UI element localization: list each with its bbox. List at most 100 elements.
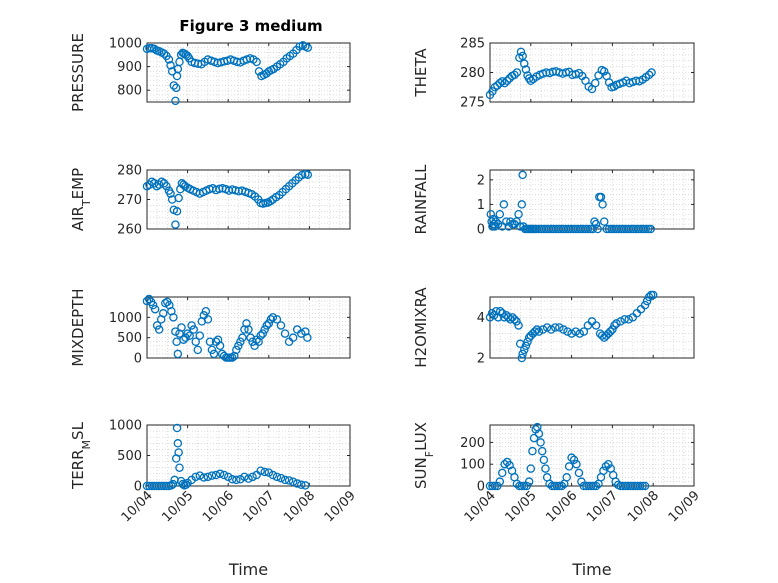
data-point: [599, 466, 608, 475]
data-point: [557, 481, 567, 491]
data-point: [495, 306, 505, 316]
figure-title: Figure 3 medium: [179, 17, 322, 35]
data-point: [244, 325, 253, 334]
data-point: [258, 329, 267, 338]
x-axis-label: Time: [228, 560, 268, 579]
data-point: [520, 345, 529, 355]
y-tick-label: 2: [477, 352, 485, 367]
y-tick-label: 100: [460, 458, 485, 473]
data-point: [303, 170, 313, 179]
axis-box: [146, 42, 351, 103]
data-point: [518, 170, 527, 180]
data-point: [238, 333, 247, 342]
y-tick-label: 275: [460, 96, 485, 111]
data-point: [150, 44, 159, 54]
data-point: [499, 200, 509, 209]
data-point: [240, 472, 249, 482]
data-point: [514, 209, 523, 219]
data-point: [268, 313, 278, 322]
y-tick-label: 0: [477, 480, 485, 495]
data-point: [604, 459, 613, 469]
data-point: [495, 78, 505, 88]
y-tick-label: 4: [477, 311, 485, 326]
data-point: [616, 317, 625, 326]
data-point: [148, 300, 158, 310]
data-point: [288, 477, 298, 486]
data-point: [280, 475, 290, 485]
data-point: [520, 59, 529, 68]
data-point: [512, 68, 522, 77]
data-point: [552, 481, 562, 491]
data-point: [516, 47, 526, 57]
series-markers: [485, 290, 658, 363]
data-point: [219, 351, 229, 361]
data-point: [624, 315, 633, 324]
y-tick-label: 200: [460, 436, 485, 451]
data-point: [497, 468, 507, 478]
data-point: [228, 353, 237, 362]
data-point: [493, 481, 502, 491]
data-point: [559, 325, 568, 334]
data-point: [502, 76, 512, 86]
data-point: [272, 472, 282, 482]
data-point: [490, 83, 500, 92]
data-point: [534, 327, 544, 336]
data-point: [256, 466, 265, 475]
data-point: [538, 325, 548, 334]
y-tick-label: 260: [117, 223, 142, 238]
data-point: [542, 323, 552, 332]
data-point: [518, 349, 527, 359]
data-point: [205, 337, 215, 346]
data-point: [276, 321, 286, 330]
subplot-pressure: 800 900 1000 PRESSURE: [69, 33, 351, 112]
data-point: [488, 481, 497, 491]
data-point: [166, 189, 175, 198]
data-point: [598, 200, 607, 209]
data-point: [640, 481, 650, 491]
data-point: [635, 481, 645, 491]
data-point: [228, 475, 237, 484]
data-point: [199, 473, 209, 482]
y-tick-label: 500: [117, 449, 142, 464]
data-point: [207, 345, 217, 355]
data-point: [512, 479, 522, 489]
data-point: [644, 70, 654, 80]
data-point: [567, 329, 576, 338]
data-point: [280, 329, 290, 338]
data-point: [193, 345, 202, 355]
data-point: [574, 468, 584, 478]
data-point: [524, 477, 534, 486]
data-point: [591, 219, 601, 229]
data-point: [203, 315, 213, 324]
data-point: [537, 446, 547, 456]
data-point: [169, 81, 179, 90]
data-point: [586, 481, 596, 491]
y-axis-label: RAINFALL: [412, 164, 430, 235]
data-point: [177, 323, 186, 332]
y-tick-label: 2: [477, 173, 485, 188]
data-point: [529, 433, 539, 443]
data-point: [497, 222, 507, 231]
data-point: [256, 331, 265, 340]
data-point: [219, 470, 229, 480]
x-axis-label: Time: [571, 560, 611, 579]
data-point: [268, 470, 278, 480]
data-point: [266, 197, 275, 206]
data-point: [591, 321, 601, 330]
data-point: [173, 349, 183, 359]
data-point: [495, 209, 505, 219]
data-point: [195, 331, 205, 340]
data-point: [159, 49, 169, 58]
subplot-theta: 275 280 285 THETA: [412, 37, 695, 111]
data-point: [276, 473, 286, 483]
data-point: [539, 455, 549, 465]
data-point: [608, 325, 617, 334]
y-axis-label: H2OMIXRA: [412, 287, 430, 368]
data-point: [604, 78, 614, 87]
data-point: [644, 224, 653, 234]
data-point: [207, 471, 217, 480]
y-tick-label: 500: [117, 331, 142, 346]
series-markers: [485, 47, 656, 100]
data-point: [162, 181, 171, 191]
data-point: [591, 78, 600, 88]
